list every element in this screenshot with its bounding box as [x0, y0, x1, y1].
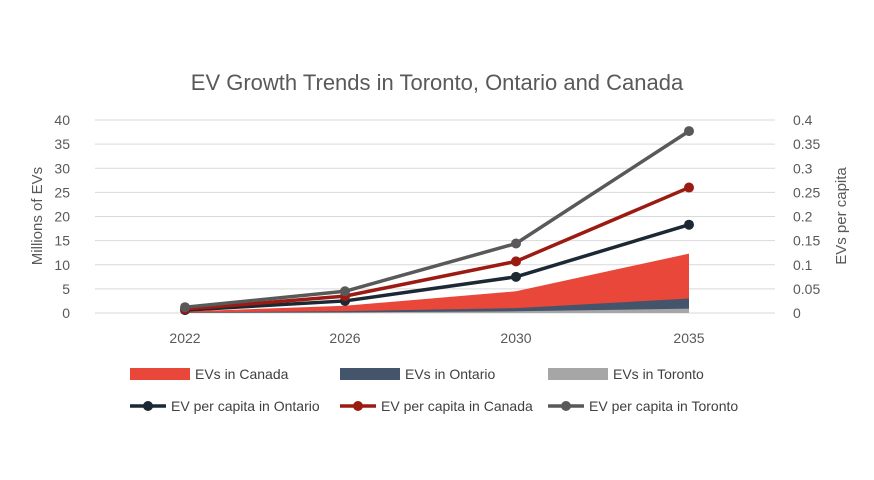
y-left-tick-label: 35 — [54, 136, 70, 152]
legend-label: EV per capita in Ontario — [171, 398, 320, 414]
y-right-tick-label: 0.25 — [793, 184, 820, 200]
y-left-tick-label: 0 — [62, 305, 70, 321]
y-right-tick-label: 0 — [793, 305, 801, 321]
y-right-tick-label: 0.1 — [793, 257, 813, 273]
y-left-tick-label: 30 — [54, 160, 70, 176]
legend-label: EVs in Canada — [195, 366, 289, 382]
y-right-tick-label: 0.15 — [793, 233, 820, 249]
data-point — [684, 219, 694, 230]
legend: EVs in Canada EVs in Ontario EVs in Toront… — [130, 366, 738, 414]
area-series-group — [185, 253, 689, 313]
y-left-tick-label: 25 — [54, 184, 70, 200]
data-point — [340, 286, 350, 297]
x-tick-label: 2035 — [673, 330, 704, 346]
y-axis-left-label: Millions of EVs — [29, 167, 46, 265]
legend-label: EVs in Toronto — [613, 366, 704, 382]
data-point — [511, 256, 521, 267]
y-axis-right-label: EVs per capita — [833, 167, 850, 265]
y-right-tick-label: 0.05 — [793, 281, 820, 297]
legend-marker — [353, 401, 363, 411]
legend-swatch — [340, 368, 400, 380]
line-ev-per-capita-in-toronto — [184, 129, 690, 309]
data-point — [180, 302, 190, 313]
y-right-tick-label: 0.4 — [793, 112, 813, 128]
chart-title: EV Growth Trends in Toronto, Ontario and… — [191, 70, 684, 95]
data-point — [511, 271, 521, 282]
data-point — [684, 182, 694, 193]
x-tick-label: 2022 — [169, 330, 200, 346]
y-left-tick-label: 10 — [54, 257, 70, 273]
y-left-tick-label: 5 — [62, 281, 70, 297]
line-ev-per-capita-in-canada — [184, 185, 690, 311]
y-left-tick-label: 15 — [54, 233, 70, 249]
x-tick-label: 2026 — [329, 330, 360, 346]
y-right-tick-label: 0.35 — [793, 136, 820, 152]
legend-swatch — [130, 368, 190, 380]
area-evs-in-ontario — [185, 298, 689, 313]
legend-marker — [143, 401, 153, 411]
legend-marker — [561, 401, 571, 411]
legend-label: EVs in Ontario — [405, 366, 495, 382]
area-evs-in-toronto — [185, 308, 689, 313]
y-left-tick-label: 20 — [54, 209, 70, 225]
y-left-tick-label: 40 — [54, 112, 70, 128]
legend-label: EV per capita in Toronto — [589, 398, 738, 414]
area-evs-in-canada — [185, 253, 689, 313]
legend-label: EV per capita in Canada — [381, 398, 533, 414]
line-ev-per-capita-in-ontario — [184, 223, 690, 312]
y-right-tick-label: 0.3 — [793, 160, 813, 176]
gridlines — [95, 119, 775, 314]
data-point — [511, 238, 521, 249]
x-tick-label: 2030 — [500, 330, 531, 346]
data-point — [684, 126, 694, 137]
line-series-group — [180, 126, 694, 316]
axes: 0 5 10 15 20 25 30 35 40 0 0.05 0.1 0.15 0.2 0.25 0.3 0.… — [54, 112, 820, 346]
legend-swatch — [548, 368, 608, 380]
y-right-tick-label: 0.2 — [793, 209, 813, 225]
